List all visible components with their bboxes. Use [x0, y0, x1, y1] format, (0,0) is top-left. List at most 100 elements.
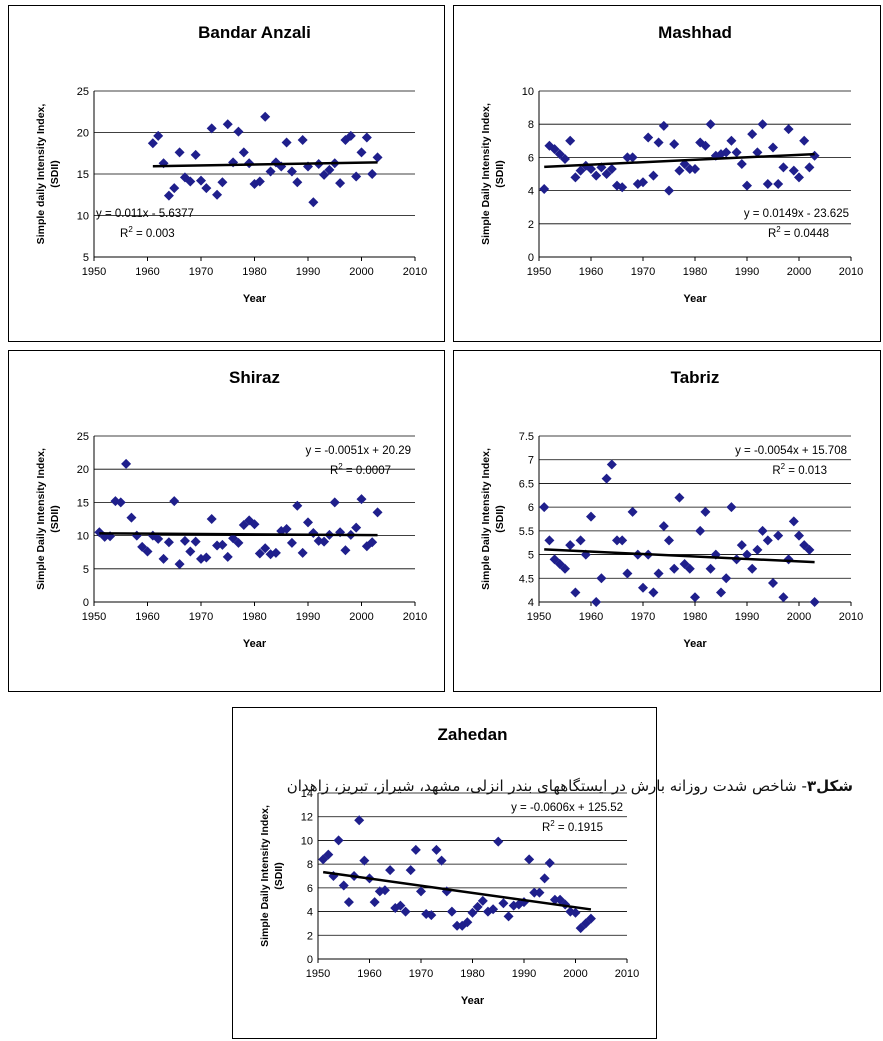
data-point	[345, 130, 356, 141]
chart-bandar-anzali: Bandar Anzali 5 10 15 20 25 1950 1960 1970 1980 19…	[8, 5, 445, 342]
chart-title: Bandar Anzali	[198, 23, 311, 42]
data-point	[658, 120, 669, 131]
trendline	[322, 870, 592, 911]
x-tick-label: 1970	[189, 266, 213, 278]
trendline	[544, 152, 815, 169]
data-point	[721, 573, 732, 584]
data-point	[153, 130, 164, 141]
data-point	[721, 147, 732, 158]
chart-title: Tabriz	[671, 368, 720, 387]
data-point	[356, 147, 367, 158]
data-point	[742, 180, 752, 191]
data-point	[163, 537, 174, 548]
data-point	[488, 904, 499, 915]
data-point	[788, 165, 799, 176]
data-point	[690, 164, 700, 175]
data-point	[747, 129, 758, 140]
data-point	[190, 536, 201, 547]
data-point	[335, 178, 346, 189]
data-point	[142, 546, 153, 557]
y-tick-label: 2	[528, 219, 534, 231]
data-point	[297, 134, 308, 145]
x-tick-label: 1990	[735, 266, 759, 278]
y-tick-label: 2	[307, 930, 313, 942]
data-point	[372, 507, 383, 518]
data-point	[329, 497, 340, 508]
data-point	[679, 159, 690, 170]
x-tick-label: 1950	[82, 266, 106, 278]
r-squared-label: R2 = 0.013	[772, 462, 827, 477]
data-point	[379, 885, 390, 896]
data-point	[482, 906, 493, 917]
data-point	[773, 178, 784, 189]
y-tick-label: 6	[528, 152, 534, 164]
y-axis-label-unit: (SDII)	[494, 505, 506, 532]
data-point	[303, 517, 313, 528]
y-axis-label-unit: (SDII)	[49, 160, 61, 187]
trend-equation: y = -0.0051x + 20.29	[306, 445, 412, 457]
data-point	[174, 559, 185, 570]
x-axis-label: Year	[683, 638, 707, 650]
data-point	[669, 563, 680, 574]
r-squared-label: R2 = 0.0007	[330, 462, 391, 477]
data-point	[544, 140, 555, 151]
y-tick-label: 6.5	[519, 478, 534, 490]
data-point	[809, 150, 820, 161]
data-point	[555, 894, 566, 905]
data-point	[410, 844, 421, 855]
trend-equation: y = -0.0054x + 15.708	[735, 445, 847, 457]
data-point	[405, 865, 416, 876]
data-point	[591, 170, 602, 181]
x-tick-label: 1990	[296, 611, 320, 623]
data-point	[457, 920, 468, 931]
data-point	[762, 178, 773, 189]
data-point	[726, 502, 737, 513]
data-point	[286, 166, 297, 177]
data-point	[426, 910, 437, 921]
x-axis-label: Year	[243, 638, 267, 650]
y-tick-label: 10	[301, 835, 313, 847]
data-point	[446, 906, 457, 917]
x-tick-label: 2010	[839, 266, 863, 278]
data-point	[684, 164, 695, 175]
y-tick-label: 6	[307, 883, 313, 895]
trend-equation: y = 0.0149x - 23.625	[744, 208, 849, 220]
chart-title: Mashhad	[658, 23, 732, 42]
data-point	[147, 138, 158, 149]
data-point	[773, 530, 784, 541]
data-point	[385, 865, 396, 876]
data-point	[254, 176, 265, 187]
data-point	[361, 132, 372, 143]
data-point	[222, 551, 233, 562]
y-axis-label-unit: (SDII)	[49, 505, 61, 532]
data-point	[201, 552, 212, 563]
data-point	[695, 525, 706, 536]
data-point	[570, 907, 581, 918]
chart-panel-tabriz: Tabriz 4 4.5 5 5.5 6 6.5 7 7.5 1950 1960 1970 1980 19…	[453, 350, 881, 692]
data-point	[292, 500, 303, 511]
data-point	[560, 154, 570, 165]
x-axis-label: Year	[243, 293, 267, 305]
chart-tabriz: Tabriz 4 4.5 5 5.5 6 6.5 7 7.5 1950 1960 1970 1980 19…	[453, 350, 881, 692]
x-tick-label: 1990	[296, 266, 320, 278]
data-point	[467, 907, 478, 918]
chart-zahedan: Zahedan 0 2 4 6 8 10 12 14 1950 1960 1970 1980 1990 20…	[232, 707, 657, 1039]
data-point	[549, 144, 560, 155]
data-point	[601, 169, 612, 179]
y-tick-label: 10	[522, 86, 534, 98]
data-point	[700, 140, 711, 151]
x-tick-label: 1980	[683, 266, 707, 278]
data-point	[664, 535, 674, 546]
data-point	[190, 149, 201, 160]
x-tick-label: 1970	[631, 611, 655, 623]
chart-frame	[453, 350, 881, 692]
y-tick-label: 15	[77, 169, 89, 181]
y-tick-label: 8	[528, 119, 534, 131]
data-point	[778, 162, 789, 173]
data-point	[196, 175, 206, 186]
data-point	[612, 535, 622, 546]
data-point	[281, 137, 292, 148]
data-point	[222, 119, 233, 130]
data-point	[169, 496, 180, 507]
data-point	[477, 895, 488, 906]
